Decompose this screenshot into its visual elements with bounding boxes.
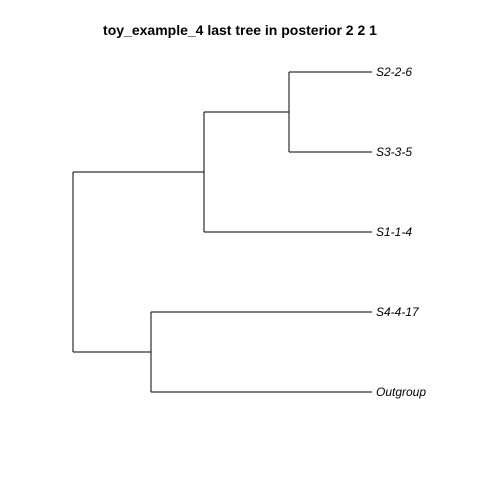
tip-label: S1-1-4 — [376, 225, 412, 239]
tip-label: S2-2-6 — [376, 65, 412, 79]
plot-title: toy_example_4 last tree in posterior 2 2… — [103, 22, 377, 38]
tip-label: S4-4-17 — [376, 305, 420, 319]
tip-label: Outgroup — [376, 385, 426, 399]
tip-label: S3-3-5 — [376, 145, 412, 159]
